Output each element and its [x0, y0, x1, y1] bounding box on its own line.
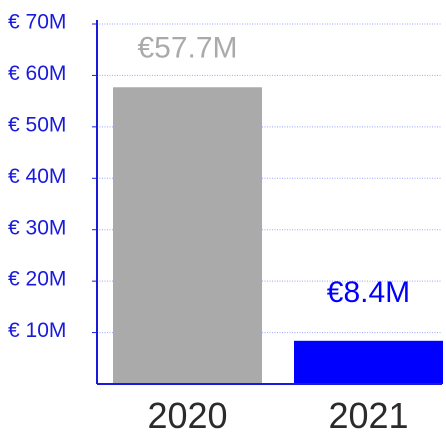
data-label-2021: €8.4M — [327, 276, 410, 309]
y-tick-label: € 60M — [8, 62, 66, 85]
axes — [92, 20, 442, 385]
y-tick-label: € 20M — [8, 268, 66, 291]
x-tick-label: 2020 — [147, 395, 227, 436]
y-tick-label: € 50M — [8, 113, 66, 136]
bars — [113, 87, 443, 384]
labels: € 70M € 60M € 50M € 40M € 30M € 20M € 10M €57.7… — [8, 11, 410, 436]
data-label-2020: €57.7M — [137, 31, 237, 64]
bar-2021 — [294, 340, 443, 384]
bar-2020 — [113, 87, 262, 384]
y-tick-label: € 70M — [8, 11, 66, 34]
y-tick-label: € 10M — [8, 319, 66, 342]
y-tick-label: € 30M — [8, 216, 66, 239]
x-tick-label: 2021 — [328, 395, 408, 436]
y-tick-label: € 40M — [8, 165, 66, 188]
